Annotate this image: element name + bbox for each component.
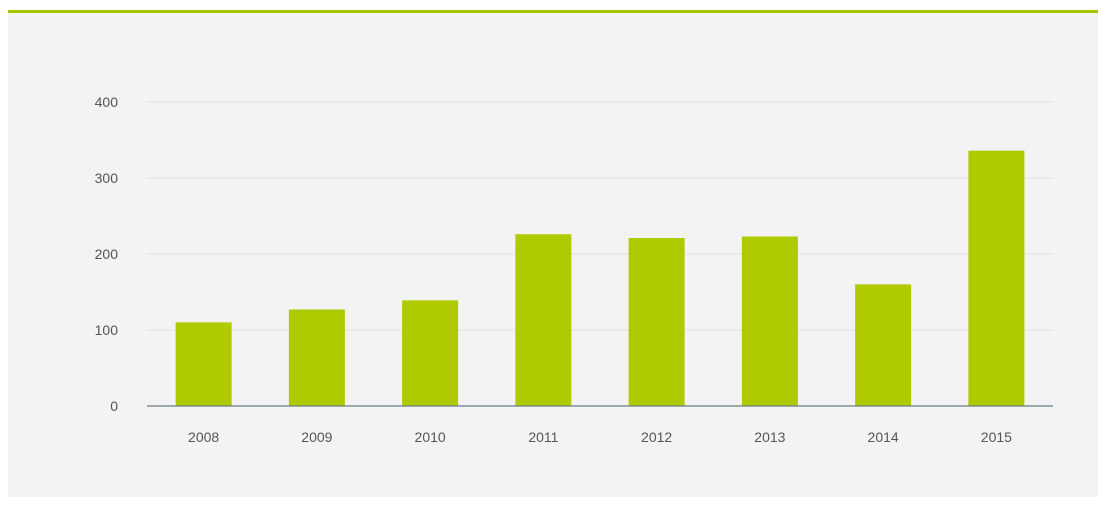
y-tick-label: 300 <box>95 170 119 186</box>
x-tick-label: 2011 <box>528 429 558 445</box>
x-tick-label: 2015 <box>981 429 1012 445</box>
bar-2012 <box>628 238 685 406</box>
y-tick-label: 400 <box>95 94 119 110</box>
bar-2010 <box>402 300 459 406</box>
y-tick-label: 200 <box>95 246 119 262</box>
x-tick-label: 2013 <box>754 429 785 445</box>
bar-2009 <box>288 309 345 406</box>
y-tick-label: 0 <box>110 398 118 414</box>
bar-2015 <box>968 150 1025 406</box>
x-tick-label: 2008 <box>188 429 219 445</box>
bar-2011 <box>515 234 572 406</box>
x-tick-label: 2012 <box>641 429 672 445</box>
bar-2008 <box>175 322 232 406</box>
bar-2013 <box>741 236 798 406</box>
y-tick-label: 100 <box>95 322 119 338</box>
x-tick-label: 2014 <box>868 429 899 445</box>
x-tick-label: 2010 <box>415 429 446 445</box>
x-tick-label: 2009 <box>301 429 332 445</box>
bar-2014 <box>855 284 912 406</box>
